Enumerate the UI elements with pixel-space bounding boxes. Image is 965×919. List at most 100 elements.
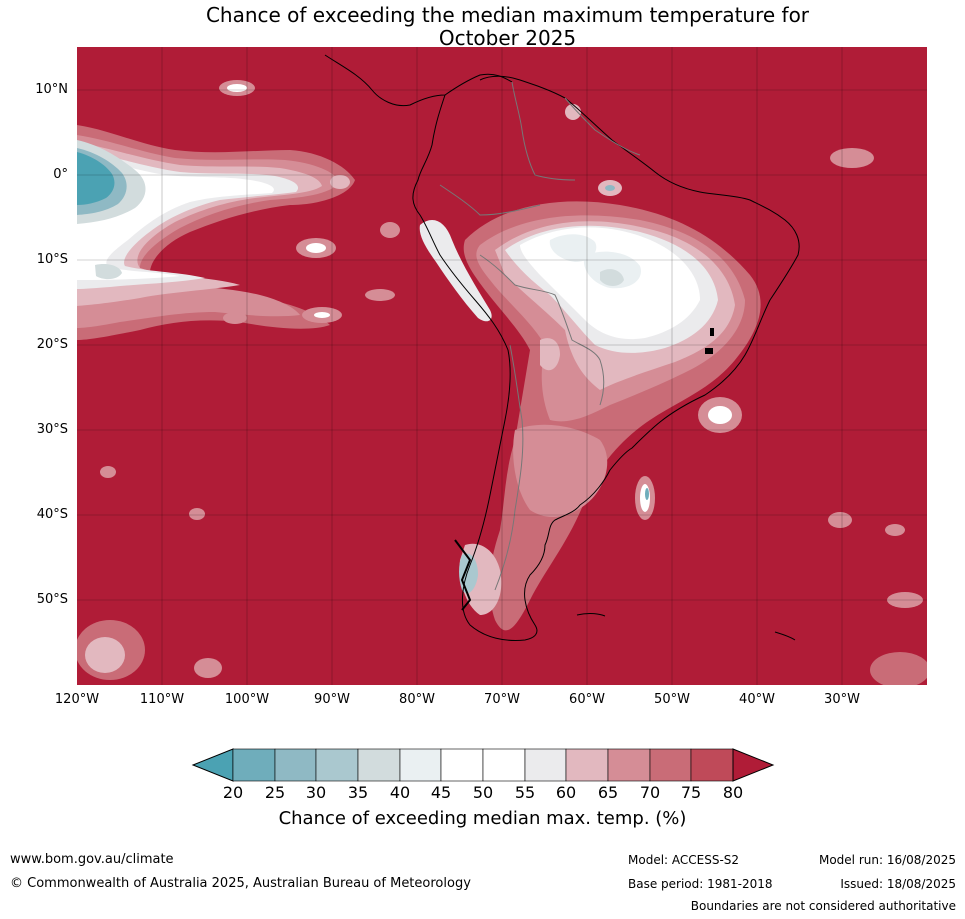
issued-text: Issued: 18/08/2025 xyxy=(840,877,956,891)
model-run-text: Model run: 16/08/2025 xyxy=(818,853,956,867)
colorbar-tick-40: 40 xyxy=(389,783,411,802)
disclaimer-text: Boundaries are not considered authoritat… xyxy=(690,899,956,913)
border-1 xyxy=(511,81,576,181)
base-period-text: Base period: 1981-2018 xyxy=(628,877,773,891)
patch-20 xyxy=(330,175,350,189)
colorbar-bin-35-40 xyxy=(357,748,401,782)
page-title: Chance of exceeding the median maximum t… xyxy=(0,4,965,50)
border-2 xyxy=(439,184,541,216)
lat-label-10n: 10°N xyxy=(35,82,68,97)
colorbar-tick-60: 60 xyxy=(555,783,577,802)
lon-label-40w: 40°W xyxy=(739,692,775,707)
lon-label-100w: 100°W xyxy=(224,692,270,707)
pacific-zone-20 xyxy=(77,152,115,205)
colorbar-bin-30-35 xyxy=(315,748,359,782)
patch-8 xyxy=(885,524,905,536)
chaco-zone-60 xyxy=(540,338,560,371)
colorbar-bin-60-65 xyxy=(565,748,609,782)
patch-17 xyxy=(223,312,247,324)
sa-zone-40 xyxy=(600,269,624,286)
colorbar-tick-65: 65 xyxy=(597,783,619,802)
patch-3-core xyxy=(314,312,330,318)
colorbar-bin-20-25 xyxy=(232,748,276,782)
colorbar-low-arrow xyxy=(191,748,234,782)
pacific-zone-40-b xyxy=(95,263,122,280)
patch-14 xyxy=(870,652,927,685)
colorbar-bin-45-50 xyxy=(440,748,484,782)
colorbar-bin-40-45 xyxy=(399,748,442,782)
border-4 xyxy=(564,97,641,156)
lat-label-20s: 20°S xyxy=(36,337,68,352)
colorbar-bin-25-30 xyxy=(274,748,317,782)
lon-label-120w: 120°W xyxy=(54,692,100,707)
colorbar-tick-75: 75 xyxy=(680,783,702,802)
patch-5-core xyxy=(640,484,650,512)
south-america-coast xyxy=(412,75,800,641)
patch-12 xyxy=(194,658,222,678)
colorbar-bin-75-80 xyxy=(690,748,734,782)
colorbar xyxy=(191,748,775,782)
lon-label-110w: 110°W xyxy=(139,692,185,707)
patch-15 xyxy=(380,222,400,238)
lon-label-60w: 60°W xyxy=(569,692,605,707)
patch-13-core xyxy=(85,637,125,673)
colorbar-tick-30: 30 xyxy=(305,783,327,802)
patch-2-core xyxy=(306,243,326,253)
website-link[interactable]: www.bom.gov.au/climate xyxy=(10,852,174,867)
patch-4-core xyxy=(708,406,732,424)
south-georgia xyxy=(774,631,796,641)
lon-label-80w: 80°W xyxy=(399,692,435,707)
colorbar-bin-50-55 xyxy=(482,748,526,782)
lon-label-70w: 70°W xyxy=(484,692,520,707)
patch-9 xyxy=(887,592,923,608)
black-marker-2 xyxy=(710,328,714,336)
patch-1-core xyxy=(227,84,247,92)
copyright-text: © Commonwealth of Australia 2025, Austra… xyxy=(10,876,471,891)
falklands xyxy=(576,612,606,617)
colorbar-label: Chance of exceeding median max. temp. (%… xyxy=(278,808,687,829)
graticule xyxy=(77,47,927,685)
chile-fjords xyxy=(454,539,472,611)
lat-label-50s: 50°S xyxy=(36,592,68,607)
map-area xyxy=(77,47,927,685)
lat-label-10s: 10°S xyxy=(36,252,68,267)
colorbar-high-arrow xyxy=(732,748,775,782)
title-line-2: October 2025 xyxy=(438,26,577,50)
patch-5-blue xyxy=(645,488,649,500)
colorbar-tick-50: 50 xyxy=(472,783,494,802)
borders xyxy=(439,81,641,591)
colorbar-tick-20: 20 xyxy=(222,783,244,802)
lon-label-50w: 50°W xyxy=(654,692,690,707)
coastlines xyxy=(324,54,800,641)
andes-zone-55 xyxy=(419,220,492,322)
lat-label-30s: 30°S xyxy=(36,422,68,437)
colorbar-bin-70-75 xyxy=(649,748,692,782)
lat-label-40s: 40°S xyxy=(36,507,68,522)
colorbar-tick-45: 45 xyxy=(430,783,452,802)
patch-7 xyxy=(828,512,852,528)
sa-zone-45-a xyxy=(549,234,597,262)
patch-10 xyxy=(100,466,116,478)
patch-16 xyxy=(365,289,395,301)
black-marker-1 xyxy=(705,348,713,354)
title-line-1: Chance of exceeding the median maximum t… xyxy=(205,3,810,27)
lat-label-0: 0° xyxy=(53,167,68,182)
model-text: Model: ACCESS-S2 xyxy=(628,853,740,867)
border-3 xyxy=(479,254,605,406)
lon-label-90w: 90°W xyxy=(314,692,350,707)
colorbar-tick-80: 80 xyxy=(722,783,744,802)
border-andes xyxy=(494,344,524,591)
sa-zone-65-south xyxy=(513,424,608,517)
patch-18-core xyxy=(605,185,615,191)
colorbar-bin-55-60 xyxy=(524,748,567,782)
colorbar-tick-35: 35 xyxy=(347,783,369,802)
patch-6 xyxy=(830,148,874,168)
colorbar-tick-55: 55 xyxy=(514,783,536,802)
patch-11 xyxy=(189,508,205,520)
colorbar-tick-25: 25 xyxy=(264,783,286,802)
lon-label-30w: 30°W xyxy=(824,692,860,707)
colorbar-bin-65-70 xyxy=(607,748,651,782)
colorbar-tick-70: 70 xyxy=(639,783,661,802)
central-america-coast xyxy=(324,54,513,107)
